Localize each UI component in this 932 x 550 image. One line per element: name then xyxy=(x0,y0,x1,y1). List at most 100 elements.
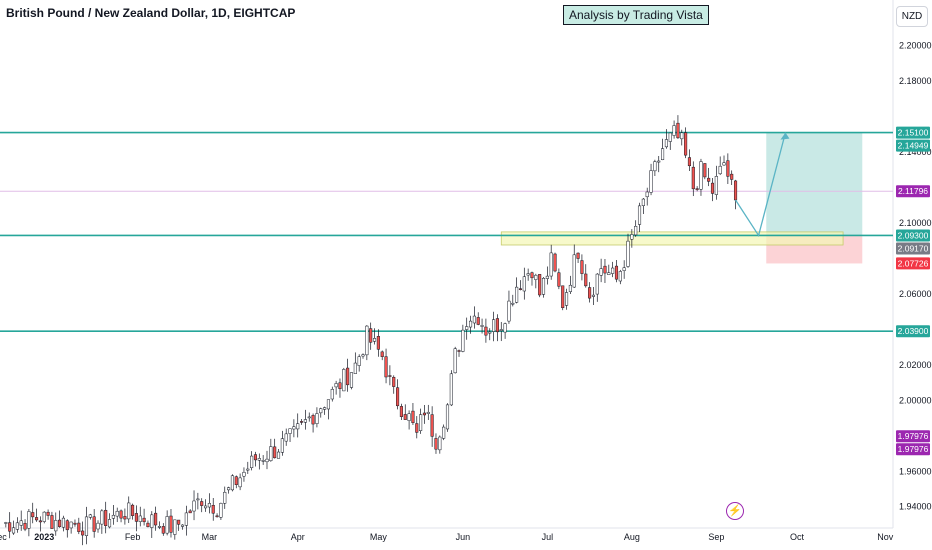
candle-body xyxy=(211,504,215,514)
candle-body xyxy=(565,292,569,306)
candle-body xyxy=(54,520,58,532)
candle-body xyxy=(253,454,258,461)
price-tag-label-8: 1.97976 xyxy=(898,444,929,454)
price-tag-label-1: 2.14949 xyxy=(898,141,929,151)
candle-body xyxy=(691,166,695,190)
candle-body xyxy=(219,503,223,518)
candle-body xyxy=(568,284,572,292)
candle-body xyxy=(707,177,711,182)
candle-body xyxy=(173,519,177,535)
y-tick-label-0: 2.20000 xyxy=(899,41,932,51)
chart-title: British Pound / New Zealand Dollar, 1D, … xyxy=(6,6,296,20)
candle-body xyxy=(653,161,657,172)
candle-body xyxy=(307,416,311,419)
candle-body xyxy=(296,423,300,430)
candle-body xyxy=(534,274,538,280)
x-tick-label-0: ec xyxy=(0,532,7,542)
currency-button[interactable]: NZD xyxy=(896,6,928,27)
candle-body xyxy=(687,157,692,167)
candle-body xyxy=(672,125,676,136)
candle-body xyxy=(288,428,292,434)
candle-body xyxy=(472,315,476,324)
price-tag-label-5: 2.07726 xyxy=(898,258,929,268)
candle-body xyxy=(169,515,173,533)
support-zone xyxy=(500,231,844,246)
candle-body xyxy=(645,191,649,198)
candle-body xyxy=(511,302,515,305)
target-zone xyxy=(766,132,863,236)
candle-body xyxy=(165,516,169,534)
candle-body xyxy=(230,475,234,491)
candle-body xyxy=(134,513,138,522)
candle-body xyxy=(461,329,465,352)
candle-body xyxy=(73,522,77,525)
candle-body xyxy=(311,415,315,425)
candle-body xyxy=(599,268,603,276)
candle-body xyxy=(714,176,718,195)
candle-body xyxy=(38,520,42,523)
candle-body xyxy=(518,288,523,290)
candle-body xyxy=(438,436,442,451)
candle-body xyxy=(634,226,638,236)
candle-body xyxy=(576,252,580,259)
candle-body xyxy=(92,516,96,532)
candle-body xyxy=(330,389,334,400)
price-tag-label-6: 2.03900 xyxy=(898,326,929,336)
candle-body xyxy=(27,511,31,529)
candle-body xyxy=(695,188,699,190)
candle-body xyxy=(81,530,85,536)
candle-body xyxy=(468,320,473,328)
lightning-icon[interactable]: ⚡ xyxy=(726,502,744,520)
candle-body xyxy=(522,276,526,292)
price-tag-label-3: 2.09300 xyxy=(898,230,929,240)
candle-body xyxy=(184,512,188,526)
candle-body xyxy=(50,515,54,529)
candle-body xyxy=(142,517,146,523)
candle-body xyxy=(292,426,296,430)
candle-body xyxy=(131,504,135,516)
candle-body xyxy=(65,520,69,531)
candle-body xyxy=(664,139,668,148)
candle-body xyxy=(303,419,307,423)
candle-body xyxy=(641,198,645,206)
candle-body xyxy=(515,286,519,303)
price-tag-2 xyxy=(896,185,930,198)
y-tick-label-4: 2.06000 xyxy=(899,289,932,299)
candle-body xyxy=(676,122,680,139)
candle-body xyxy=(96,522,100,530)
candle-body xyxy=(392,376,396,387)
candle-body xyxy=(104,509,108,526)
candle-body xyxy=(637,205,642,225)
candle-body xyxy=(430,414,434,437)
price-tag-8 xyxy=(896,443,930,456)
candle-body xyxy=(207,503,211,508)
candle-body xyxy=(100,510,104,525)
candle-body xyxy=(273,446,277,459)
candle-body xyxy=(668,132,672,142)
candle-body xyxy=(342,369,346,392)
candle-body xyxy=(323,407,327,410)
candle-body xyxy=(4,522,8,524)
price-tag-label-4: 2.09170 xyxy=(898,243,929,253)
candle-body xyxy=(154,512,158,526)
candle-body xyxy=(557,272,561,287)
candle-body xyxy=(480,325,484,327)
projection-arrow xyxy=(780,132,790,140)
candle-body xyxy=(591,294,595,297)
candle-body xyxy=(157,526,162,528)
candle-body xyxy=(549,252,553,277)
x-tick-label-1: 2023 xyxy=(34,532,54,542)
candle-body xyxy=(326,399,330,410)
candle-body xyxy=(722,162,726,166)
candle-body xyxy=(503,323,507,333)
price-tag-label-7: 1.97976 xyxy=(898,431,929,441)
price-tag-3 xyxy=(896,229,930,242)
candle-body xyxy=(372,338,377,342)
candle-body xyxy=(507,300,511,322)
candle-body xyxy=(127,502,131,520)
candle-body xyxy=(661,148,665,161)
candle-body xyxy=(146,522,150,528)
candle-body xyxy=(46,511,50,516)
candle-body xyxy=(733,180,738,201)
